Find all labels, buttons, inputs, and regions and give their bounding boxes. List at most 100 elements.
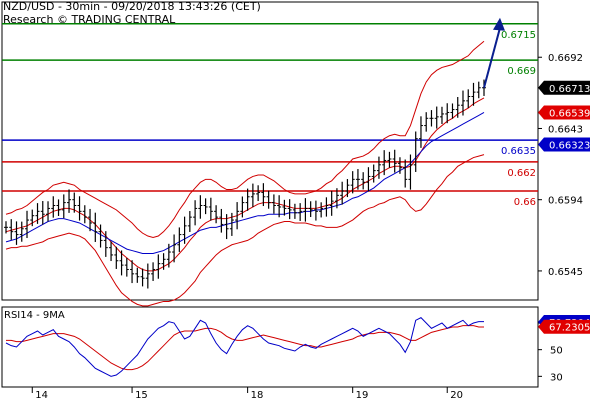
ohlc-bar: [361, 172, 366, 190]
ohlc-bar: [25, 210, 30, 239]
ohlc-bar: [124, 257, 129, 277]
ohlc-bar: [382, 150, 387, 176]
x-tick-label: 20: [450, 390, 463, 400]
ohlc-bar: [271, 194, 276, 214]
ohlc-bar: [61, 194, 66, 219]
ohlc-bar: [455, 97, 460, 118]
projection-arrow-head: [493, 17, 505, 31]
ohlc-bar: [445, 103, 450, 124]
ohlc-bar: [19, 221, 24, 242]
rsi-tick-label: 50: [550, 346, 563, 357]
rsi-badge: [538, 319, 590, 334]
rsi-badge-label: 67.2305: [549, 323, 590, 334]
bollinger-middle: [5, 97, 485, 272]
ohlc-bar: [418, 116, 423, 148]
ohlc-bar: [403, 159, 408, 188]
ohlc-bar: [14, 221, 19, 245]
ohlc-bar: [287, 199, 292, 220]
ohlc-bar: [350, 171, 355, 194]
chart-title: NZD/USD - 30min - 09/20/2018 13:43:26 (C…: [3, 0, 261, 13]
rsi-line: [5, 317, 484, 377]
ohlc-bar: [324, 197, 329, 217]
ohlc-bar: [35, 203, 40, 224]
ohlc-bar: [329, 190, 334, 216]
price-badge-label: 0.66323: [549, 140, 590, 151]
ohlc-bar: [340, 181, 345, 205]
x-tick-label: 19: [356, 390, 369, 400]
level-label: 0.662: [507, 168, 536, 179]
ohlc-bar: [229, 212, 234, 236]
ohlc-bar: [334, 188, 339, 209]
price-badge: [538, 105, 590, 120]
x-tick-label: 18: [251, 390, 264, 400]
ohlc-bar: [130, 260, 135, 284]
ohlc-bar: [93, 212, 98, 242]
ohlc-bar: [245, 188, 250, 211]
ohlc-bar: [313, 200, 318, 221]
y-tick-label: 0.6545: [548, 267, 583, 278]
rsi-panel: RSI14 - 9MA30507070.720467.2305: [1, 306, 590, 388]
y-tick-label: 0.6692: [548, 53, 583, 64]
ohlc-bar: [135, 267, 140, 283]
ohlc-bar: [193, 200, 198, 226]
ohlc-bar: [303, 198, 308, 222]
ohlc-bar: [392, 149, 397, 173]
price-badge-label: 0.66713: [549, 84, 590, 95]
ohlc-bar: [198, 195, 203, 219]
ohlc-bar: [9, 219, 14, 240]
ohlc-bar: [429, 110, 434, 127]
ohlc-bar: [376, 156, 381, 179]
ohlc-bar: [282, 199, 287, 216]
bollinger-upper: [5, 40, 485, 239]
ohlc-bar: [308, 201, 313, 218]
ohlc-bar: [345, 179, 350, 198]
x-tick-label: 15: [135, 390, 148, 400]
x-tick-label: 14: [35, 390, 48, 400]
ohlc-bar: [224, 214, 229, 240]
level-label: 0.6715: [501, 30, 536, 41]
ohlc-bar: [439, 106, 444, 124]
ohlc-bar: [298, 203, 303, 221]
ohlc-bar: [156, 254, 161, 279]
ohlc-bar: [67, 189, 72, 213]
ohlc-bar: [4, 221, 8, 234]
y-tick-label: 0.6594: [548, 196, 583, 207]
ohlc-bar: [250, 183, 255, 208]
ohlc-bar: [40, 201, 45, 225]
level-label: 0.669: [507, 66, 536, 77]
projection-arrow-line: [483, 27, 501, 89]
ohlc-bar: [119, 250, 124, 276]
ohlc-bar: [182, 216, 187, 244]
ohlc-bar: [434, 106, 439, 129]
price-badge: [538, 80, 590, 95]
ohlc-bar: [46, 201, 51, 222]
ohlc-bar: [114, 246, 119, 269]
ohlc-bar: [103, 231, 108, 257]
level-label: 0.6635: [501, 146, 536, 157]
ohlc-bar: [219, 208, 224, 233]
ohlc-bar: [277, 195, 282, 218]
ohlc-bar: [82, 205, 87, 224]
ohlc-bar: [466, 89, 471, 109]
x-axis: 14 15 18 19 20: [31, 387, 463, 400]
price-badge: [538, 137, 590, 152]
ohlc-bar: [98, 224, 103, 248]
moving-average: [5, 112, 485, 254]
rsi-frame: [1, 306, 539, 388]
ohlc-bar: [355, 169, 360, 190]
ohlc-bar: [172, 234, 177, 263]
price-badge-label: 0.66539: [549, 108, 590, 119]
ohlc-bar: [476, 81, 481, 99]
ohlc-bar: [450, 103, 455, 119]
level-label: 0.66: [514, 197, 536, 208]
ohlc-bar: [88, 208, 93, 232]
ohlc-bar: [77, 196, 82, 221]
price-frame: [1, 1, 539, 301]
ohlc-bar: [319, 202, 324, 218]
ohlc-bar: [366, 167, 371, 192]
bollinger-lower: [5, 154, 485, 307]
ohlc-bar: [387, 151, 392, 168]
ohlc-bar: [177, 227, 182, 252]
ohlc-bar: [424, 112, 429, 132]
